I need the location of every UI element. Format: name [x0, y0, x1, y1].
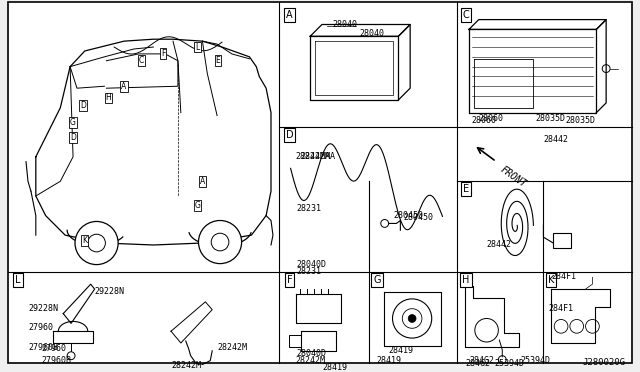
- Text: J280020G: J280020G: [582, 358, 626, 367]
- Text: K: K: [83, 235, 87, 244]
- Text: 28442: 28442: [486, 240, 511, 249]
- Text: E: E: [463, 184, 469, 194]
- Text: 27960: 27960: [28, 323, 53, 333]
- Text: G: G: [195, 201, 200, 210]
- Text: 28231: 28231: [296, 267, 321, 276]
- Text: H: H: [106, 93, 111, 103]
- Text: 29228N: 29228N: [95, 287, 125, 296]
- Text: 284F1: 284F1: [551, 272, 576, 281]
- Text: 28040: 28040: [359, 29, 384, 38]
- Text: L: L: [195, 42, 200, 52]
- Text: A: A: [286, 10, 293, 20]
- Text: 29228N: 29228N: [28, 304, 58, 313]
- Text: 280450: 280450: [394, 211, 424, 220]
- Text: 28040: 28040: [332, 20, 357, 29]
- Text: D: D: [286, 130, 293, 140]
- Text: 28035D: 28035D: [536, 113, 566, 122]
- Circle shape: [408, 315, 416, 323]
- Text: L: L: [15, 275, 21, 285]
- Text: 28040D: 28040D: [296, 260, 326, 269]
- Text: 27960B: 27960B: [28, 343, 58, 352]
- Text: 25394D: 25394D: [521, 356, 551, 365]
- Text: 28419: 28419: [388, 346, 413, 355]
- Text: 28242M: 28242M: [171, 362, 201, 371]
- Text: 284G2: 284G2: [465, 359, 490, 369]
- Text: 28035D: 28035D: [565, 116, 595, 125]
- Text: E: E: [216, 56, 220, 65]
- Text: 284G2: 284G2: [469, 356, 494, 365]
- Text: FRONT: FRONT: [499, 165, 528, 190]
- Circle shape: [75, 221, 118, 264]
- Text: 28242M: 28242M: [217, 343, 247, 352]
- Text: A: A: [200, 177, 205, 186]
- Text: 284F1: 284F1: [548, 304, 573, 313]
- Circle shape: [67, 352, 75, 360]
- Text: H: H: [462, 275, 470, 285]
- Text: C: C: [463, 10, 469, 20]
- Circle shape: [198, 221, 242, 264]
- Text: C: C: [139, 56, 144, 65]
- Text: K: K: [548, 275, 554, 285]
- Text: 28060: 28060: [472, 116, 497, 125]
- Text: G: G: [70, 118, 76, 127]
- Text: 28242M: 28242M: [296, 356, 326, 365]
- Text: 25394D: 25394D: [495, 359, 524, 369]
- Circle shape: [381, 219, 388, 227]
- Text: 28231: 28231: [296, 204, 321, 213]
- Text: 280450: 280450: [403, 214, 433, 222]
- Text: 28442: 28442: [543, 135, 568, 144]
- Text: F: F: [287, 275, 292, 285]
- Text: A: A: [122, 82, 127, 91]
- Text: D: D: [70, 133, 76, 142]
- Text: 28060: 28060: [479, 113, 504, 122]
- Text: G: G: [373, 275, 381, 285]
- Text: 27960B: 27960B: [42, 356, 72, 365]
- Text: 28419: 28419: [376, 356, 401, 365]
- Text: 28419: 28419: [322, 363, 347, 372]
- Text: 28040D: 28040D: [296, 349, 326, 358]
- Text: D: D: [80, 101, 86, 110]
- Text: 28242MA: 28242MA: [300, 152, 335, 161]
- Text: F: F: [161, 49, 165, 58]
- Text: 28242MA: 28242MA: [296, 152, 330, 161]
- Text: 27960: 27960: [42, 344, 67, 353]
- Bar: [553, 233, 571, 248]
